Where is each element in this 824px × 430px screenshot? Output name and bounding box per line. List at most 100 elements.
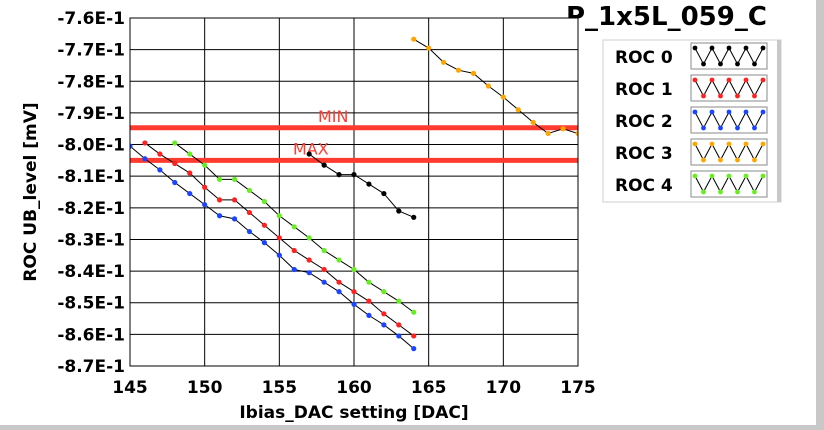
legend-swatch-marker bbox=[718, 157, 723, 163]
x-tick-label: 150 bbox=[187, 378, 223, 398]
legend-swatch-marker bbox=[743, 109, 749, 115]
data-point-roc-2 bbox=[351, 301, 357, 307]
data-point-roc-3 bbox=[470, 70, 477, 76]
data-point-roc-3 bbox=[575, 130, 578, 137]
legend-swatch-marker bbox=[760, 109, 766, 115]
data-point-roc-0 bbox=[306, 151, 312, 157]
data-point-roc-1 bbox=[291, 247, 297, 254]
legend-swatch-marker bbox=[692, 109, 698, 115]
legend-swatch-marker bbox=[701, 189, 706, 195]
x-axis-label: Ibias_DAC setting [DAC] bbox=[239, 403, 468, 423]
legend-swatch-marker bbox=[726, 141, 732, 147]
data-point-roc-3 bbox=[455, 67, 462, 73]
threshold-label-max: MAX bbox=[293, 139, 329, 158]
legend-swatch-marker bbox=[743, 173, 749, 179]
legend-swatch-marker bbox=[752, 189, 757, 195]
legend-swatch-marker bbox=[735, 93, 740, 99]
legend-swatch-marker bbox=[692, 77, 698, 83]
x-tick-label: 175 bbox=[560, 378, 596, 398]
legend-swatch-marker bbox=[701, 125, 706, 131]
x-tick-label: 165 bbox=[411, 378, 447, 398]
window-edge-bottom bbox=[0, 425, 824, 430]
data-point-roc-4 bbox=[246, 187, 253, 194]
data-point-roc-3 bbox=[485, 83, 491, 89]
y-tick-label: -7.9E-1 bbox=[57, 104, 125, 124]
y-tick-label: -7.8E-1 bbox=[57, 72, 125, 92]
data-point-roc-4 bbox=[306, 235, 312, 241]
data-point-roc-4 bbox=[231, 176, 238, 182]
series-group bbox=[130, 36, 578, 352]
data-point-roc-1 bbox=[411, 333, 417, 339]
data-point-roc-0 bbox=[366, 181, 372, 187]
y-tick-label: -8.2E-1 bbox=[57, 199, 125, 219]
data-point-roc-1 bbox=[366, 298, 372, 304]
legend-swatch-marker bbox=[743, 141, 749, 147]
series-line-roc-2 bbox=[130, 145, 415, 349]
y-axis-label: ROC UB_level [mV] bbox=[21, 102, 41, 281]
data-point-roc-1 bbox=[157, 151, 163, 157]
y-tick-label: -8.5E-1 bbox=[57, 294, 125, 314]
data-point-roc-4 bbox=[291, 224, 297, 230]
data-point-roc-2 bbox=[276, 252, 282, 258]
x-tick-label: 155 bbox=[262, 378, 298, 398]
data-point-roc-1 bbox=[336, 279, 342, 285]
data-point-roc-2 bbox=[381, 322, 387, 328]
x-tick-label: 160 bbox=[336, 378, 372, 398]
legend-swatch-marker bbox=[692, 45, 698, 51]
data-point-roc-2 bbox=[411, 346, 417, 352]
data-point-roc-0 bbox=[336, 172, 342, 178]
legend-swatch-marker bbox=[735, 157, 740, 163]
data-point-roc-1 bbox=[396, 322, 402, 328]
data-point-roc-3 bbox=[411, 36, 417, 42]
legend-swatch-marker bbox=[726, 109, 732, 115]
y-tick-label: -8.0E-1 bbox=[57, 136, 125, 156]
legend-swatch-marker bbox=[743, 45, 749, 51]
y-tick-label: -7.7E-1 bbox=[57, 41, 125, 61]
data-point-roc-1 bbox=[351, 289, 357, 295]
data-point-roc-1 bbox=[217, 197, 223, 203]
data-point-roc-1 bbox=[142, 140, 148, 146]
legend-swatch-marker bbox=[752, 93, 757, 99]
legend-label: ROC 3 bbox=[615, 144, 673, 164]
legend-swatch-marker bbox=[752, 157, 757, 163]
legend-swatch-marker bbox=[760, 173, 766, 179]
legend-swatch-marker bbox=[701, 93, 706, 99]
series-line-roc-3 bbox=[413, 38, 578, 135]
legend-swatch-marker bbox=[701, 157, 706, 163]
data-point-roc-3 bbox=[530, 119, 536, 125]
legend-swatch-marker bbox=[709, 173, 715, 179]
y-tick-label: -8.6E-1 bbox=[57, 325, 125, 345]
legend-swatch-marker bbox=[692, 173, 698, 179]
data-point-roc-4 bbox=[187, 151, 193, 157]
legend-swatch-marker bbox=[709, 45, 715, 51]
legend-swatch-marker bbox=[735, 125, 740, 131]
series-line-roc-0 bbox=[308, 153, 414, 218]
legend-swatch-marker bbox=[709, 109, 715, 115]
legend-swatch-marker bbox=[752, 61, 757, 67]
legend-label: ROC 4 bbox=[615, 176, 673, 196]
data-point-roc-4 bbox=[381, 289, 387, 295]
data-point-roc-4 bbox=[321, 247, 327, 254]
y-tick-label: -8.4E-1 bbox=[57, 262, 125, 282]
data-point-roc-4 bbox=[396, 298, 402, 304]
data-point-roc-2 bbox=[321, 279, 327, 285]
data-point-roc-2 bbox=[202, 202, 208, 208]
x-tick-label: 145 bbox=[112, 378, 148, 398]
legend-swatch-marker bbox=[743, 77, 749, 83]
legend-swatch-marker bbox=[709, 141, 715, 147]
y-tick-label: -8.7E-1 bbox=[57, 357, 125, 377]
data-point-roc-1 bbox=[202, 184, 208, 190]
data-point-roc-3 bbox=[500, 94, 506, 100]
data-point-roc-2 bbox=[291, 266, 297, 273]
data-point-roc-2 bbox=[246, 228, 253, 235]
data-point-roc-3 bbox=[515, 107, 521, 113]
legend-swatch-marker bbox=[735, 189, 740, 195]
window-edge-right bbox=[816, 0, 824, 430]
data-point-roc-2 bbox=[396, 333, 402, 339]
legend-swatch-marker bbox=[701, 61, 706, 67]
data-point-roc-1 bbox=[276, 235, 282, 241]
legend-swatch-marker bbox=[718, 93, 723, 99]
data-point-roc-0 bbox=[411, 214, 417, 220]
